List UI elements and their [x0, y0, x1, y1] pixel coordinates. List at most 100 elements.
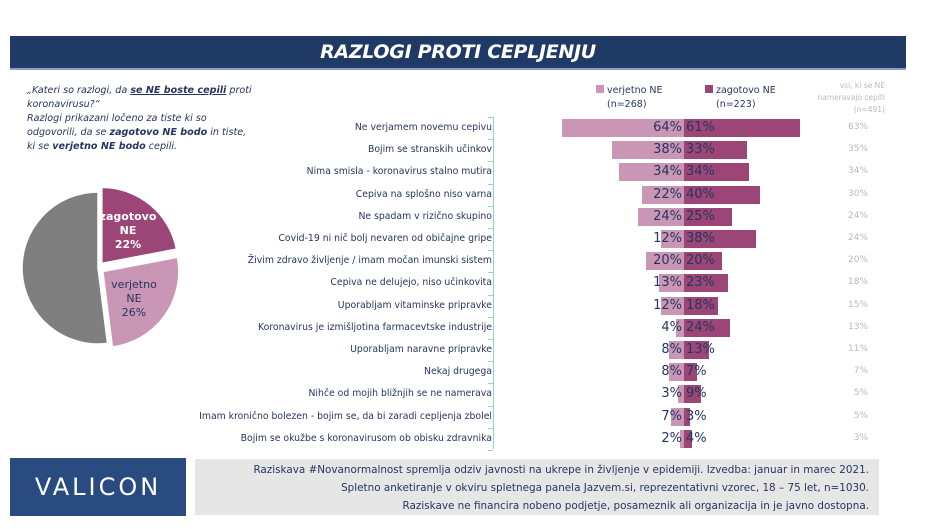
footer-note: Raziskava #Novanormalnost spremlja odziv… — [195, 459, 879, 515]
value-verjetno: 20% — [653, 253, 682, 269]
pie-label: 26% — [122, 306, 146, 319]
category-label: Bojim se okužbe s koronavirusom ob obisk… — [240, 432, 492, 444]
pie-slice — [21, 191, 109, 345]
legend-label: verjetno NE — [607, 85, 663, 96]
axis-tick — [488, 339, 493, 340]
value-verjetno: 34% — [653, 164, 682, 180]
category-label: Živim zdravo življenje / imam močan imun… — [247, 255, 492, 267]
category-label: Ne spadam v rizično skupino — [358, 210, 492, 222]
category-label: Nihče od mojih bližnjih se ne namerava — [308, 388, 492, 400]
value-all: 7% — [853, 366, 868, 377]
axis-tick — [488, 205, 493, 207]
bar-zagotovo — [684, 252, 722, 271]
axis-tick — [488, 228, 493, 229]
bar-zagotovo — [684, 407, 690, 426]
bar-verjetno — [676, 318, 684, 337]
category-label: Cepiva ne delujejo, niso učinkovita — [330, 277, 492, 289]
value-all: 5% — [853, 388, 868, 399]
axis-tick — [488, 383, 493, 385]
axis-tick — [488, 139, 493, 141]
value-zagotovo: 18% — [686, 297, 715, 313]
note-part: in tiste, ki se — [27, 127, 247, 152]
axis-tick — [488, 405, 493, 407]
legend-zagotovo: zagotovo NE (n=223) — [705, 84, 776, 112]
category-label: Uporabljam naravne pripravke — [350, 344, 492, 355]
value-all: 13% — [847, 321, 868, 332]
axis-tick — [488, 117, 493, 118]
category-label: Cepiva na splošno niso varna — [355, 188, 492, 200]
value-zagotovo: 13% — [686, 342, 715, 357]
value-all: 20% — [847, 255, 868, 266]
legend-swatch — [596, 85, 604, 93]
note-emphasis: zagotovo NE bodo — [109, 127, 208, 138]
bar-verjetno — [638, 207, 684, 226]
value-zagotovo: 23% — [686, 275, 715, 291]
bar-verjetno — [661, 230, 684, 248]
legend-swatch — [705, 85, 713, 93]
axis-tick — [488, 427, 493, 429]
bar-zagotovo — [684, 141, 747, 160]
value-all: 15% — [847, 299, 868, 310]
value-all: 24% — [847, 233, 868, 243]
bar-verjetno — [646, 252, 684, 271]
bar-zagotovo — [684, 429, 692, 448]
value-all: 11% — [847, 344, 868, 354]
pie-label: verjetno — [111, 278, 157, 291]
bar-zagotovo — [684, 207, 732, 226]
bar-zagotovo — [684, 318, 730, 337]
legend-label: zagotovo NE — [716, 85, 776, 96]
pie-label: zagotovo — [100, 210, 157, 223]
legend-verjetno: verjetno NE (n=268) — [596, 84, 663, 112]
value-all: 34% — [847, 166, 868, 177]
question-part: „Kateri so razlogi, da — [27, 85, 131, 96]
axis-tick — [488, 361, 493, 363]
bar-verjetno — [661, 296, 684, 315]
question-part: proti koronavirusu?“ — [27, 85, 252, 110]
pie-label: 22% — [115, 238, 141, 251]
value-verjetno: 7% — [661, 408, 682, 424]
legend-all: vsi, ki se NE nameravajo cepiti (n=491) — [817, 81, 885, 114]
value-zagotovo: 40% — [686, 186, 715, 202]
value-all: 18% — [847, 277, 868, 288]
value-zagotovo: 25% — [686, 208, 715, 224]
bar-zagotovo — [684, 163, 749, 182]
value-verjetno: 12% — [653, 231, 682, 246]
footer-line: Raziskava #Novanormalnost spremlja odziv… — [253, 464, 869, 476]
bar-verjetno — [611, 141, 684, 160]
category-label: Nekaj drugega — [424, 366, 492, 378]
value-zagotovo: 3% — [686, 408, 707, 424]
pie-slice — [101, 186, 178, 265]
category-axis — [493, 117, 494, 449]
value-all: 63% — [847, 122, 868, 132]
category-label: Imam kronično bolezen - bojim se, da bi … — [199, 410, 492, 422]
footer-line: Spletno anketiranje v okviru spletnega p… — [341, 482, 869, 494]
value-all: 5% — [853, 410, 868, 421]
note-emphasis: verjetno NE bodo — [52, 141, 146, 152]
footer-line: Raziskave ne financira nobeno podjetje, … — [402, 500, 869, 512]
bar-verjetno — [668, 341, 684, 359]
value-zagotovo: 4% — [686, 430, 707, 446]
axis-tick — [488, 161, 493, 163]
value-verjetno: 38% — [653, 142, 682, 158]
axis-tick — [488, 316, 493, 318]
bar-zagotovo — [684, 341, 709, 359]
value-verjetno: 12% — [653, 297, 682, 313]
bar-verjetno — [642, 185, 684, 204]
category-label: Bojim se stranskih učinkov — [367, 144, 492, 156]
bar-zagotovo — [684, 296, 719, 315]
value-zagotovo: 24% — [686, 319, 715, 335]
value-all: 30% — [847, 188, 868, 199]
bar-verjetno — [680, 429, 684, 448]
value-verjetno: 24% — [653, 208, 682, 224]
bar-zagotovo — [684, 274, 728, 293]
category-label: Nima smisla - koronavirus stalno mutira — [306, 166, 492, 178]
bar-zagotovo — [684, 363, 698, 382]
value-zagotovo: 20% — [686, 253, 715, 269]
value-zagotovo: 7% — [686, 364, 707, 380]
bar-zagotovo — [684, 185, 760, 204]
bar-verjetno — [562, 119, 684, 137]
pie-label: NE — [120, 224, 137, 237]
bar-verjetno — [668, 363, 684, 382]
value-zagotovo: 34% — [686, 164, 715, 180]
bar-zagotovo — [684, 385, 702, 404]
